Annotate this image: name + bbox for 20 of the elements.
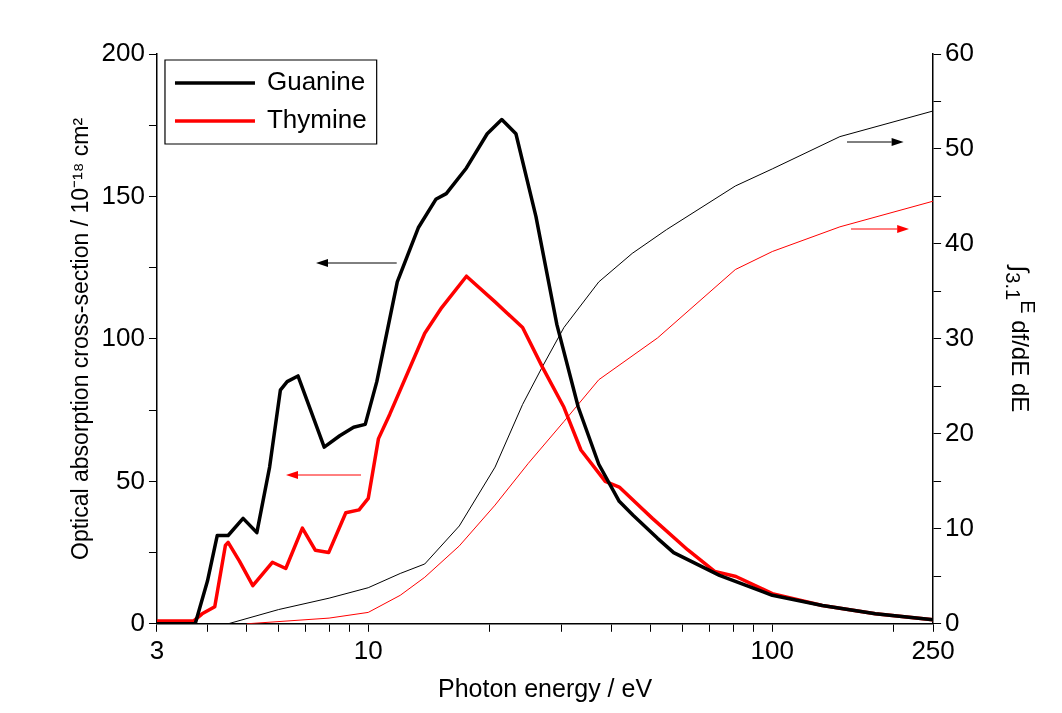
y-tick-label: 100 — [101, 322, 145, 353]
y2-tick-label: 20 — [945, 417, 974, 448]
legend-label: Guanine — [266, 66, 366, 97]
y-tick-label: 0 — [130, 606, 145, 637]
y-tick-label: 200 — [101, 37, 145, 68]
y2-tick-label: 0 — [945, 606, 960, 637]
y2-tick-label: 60 — [945, 37, 974, 68]
x-tick-label: 3 — [149, 634, 165, 665]
y2-tick-label: 10 — [945, 512, 974, 543]
x-tick-label: 100 — [750, 634, 794, 665]
y-axis-title: Optical absorption cross-section / 10⁻¹⁸ cm² — [67, 117, 94, 560]
x-axis-title: Photon energy / eV — [438, 673, 653, 702]
x-tick-label: 10 — [353, 634, 383, 665]
y-tick-label: 50 — [116, 464, 145, 495]
y-tick-label: 150 — [101, 179, 145, 210]
legend-label: Thymine — [266, 104, 367, 135]
y2-tick-label: 30 — [945, 322, 974, 353]
x-tick-label: 250 — [911, 634, 955, 665]
y2-tick-label: 40 — [945, 227, 974, 258]
y2-tick-label: 50 — [945, 132, 974, 163]
